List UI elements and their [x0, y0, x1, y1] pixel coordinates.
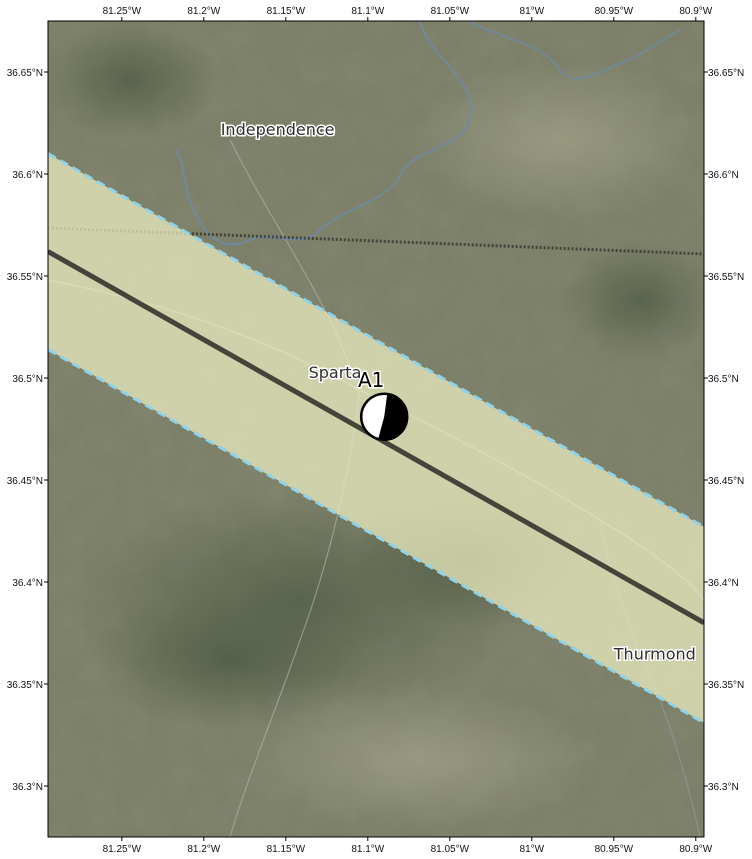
place-label-thurmond: Thurmond: [613, 644, 696, 663]
lat-tick-label-right: 36.5°N: [708, 374, 739, 385]
focal-mechanism-beachball[interactable]: [359, 392, 409, 442]
lon-tick-label-bottom: 81.25°W: [103, 844, 142, 855]
lon-tick-label-top: 80.9°W: [679, 6, 712, 17]
river: [175, 21, 473, 246]
lon-tick-label-bottom: 80.9°W: [679, 844, 712, 855]
lon-tick-label-bottom: 81.2°W: [187, 844, 220, 855]
lat-tick-label-right: 36.3°N: [708, 782, 739, 793]
lon-tick-label-top: 81.2°W: [187, 6, 220, 17]
lat-tick-label-right: 36.35°N: [708, 680, 744, 691]
lon-tick-label-top: 81.15°W: [267, 6, 306, 17]
terrain-light: [410, 60, 704, 220]
lat-tick-label-right: 36.65°N: [708, 68, 744, 79]
lon-tick-label-bottom: 80.95°W: [595, 844, 634, 855]
lat-tick-label-left: 36.65°N: [7, 68, 43, 79]
lon-tick-label-top: 80.95°W: [595, 6, 634, 17]
beachball-compressional-quadrant: [378, 416, 397, 440]
lon-tick-label-bottom: 81.15°W: [267, 844, 306, 855]
event-label: A1: [358, 368, 384, 392]
river: [469, 21, 681, 80]
lat-tick-label-right: 36.6°N: [708, 170, 739, 181]
place-label-sparta: Sparta: [309, 363, 362, 382]
lat-tick-label-right: 36.55°N: [708, 272, 744, 283]
lat-tick-label-left: 36.45°N: [7, 476, 43, 487]
lon-tick-label-bottom: 81°W: [520, 844, 545, 855]
map-area[interactable]: Independence Sparta Thurmond A1: [40, 20, 720, 837]
terrain-shade: [48, 21, 220, 140]
terrain-shade: [560, 240, 704, 360]
lat-tick-label-left: 36.5°N: [12, 374, 43, 385]
lat-tick-label-right: 36.45°N: [708, 476, 744, 487]
lon-tick-label-bottom: 81.1°W: [351, 844, 384, 855]
lon-tick-label-top: 81°W: [520, 6, 545, 17]
map-frame: [47, 20, 705, 838]
lon-tick-label-top: 81.25°W: [103, 6, 142, 17]
lat-tick-label-left: 36.35°N: [7, 680, 43, 691]
lat-tick-label-left: 36.4°N: [12, 578, 43, 589]
lon-tick-label-top: 81.1°W: [351, 6, 384, 17]
terrain-shade: [90, 590, 370, 730]
place-label-independence: Independence: [221, 120, 335, 139]
axis-ticks: 81.25°W 81.25°W 81.2°W 81.2°W 81.15°W 81.15°W…: [7, 6, 745, 855]
lat-tick-label-left: 36.3°N: [12, 782, 43, 793]
lat-tick-label-right: 36.4°N: [708, 578, 739, 589]
lon-tick-label-top: 81.05°W: [431, 6, 470, 17]
terrain-light: [240, 690, 600, 830]
lon-tick-label-bottom: 81.05°W: [431, 844, 470, 855]
lat-tick-label-left: 36.55°N: [7, 272, 43, 283]
lat-tick-label-left: 36.6°N: [12, 170, 43, 181]
